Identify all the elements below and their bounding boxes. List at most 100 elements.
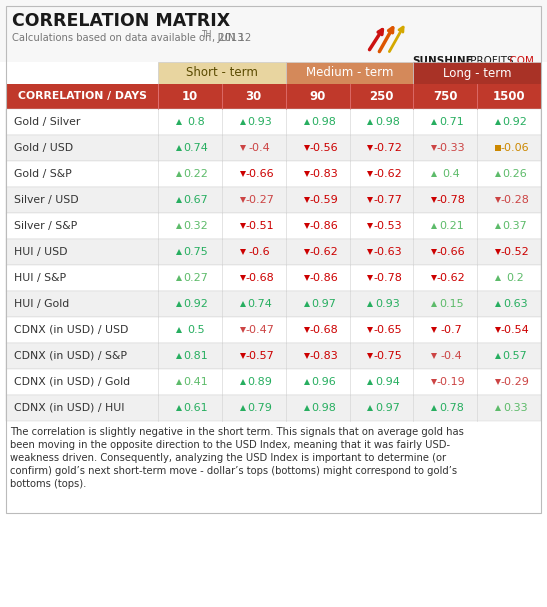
Text: -0.4: -0.4	[440, 351, 462, 361]
Text: -0.29: -0.29	[501, 377, 529, 387]
Bar	[6, 239, 541, 265]
Text: 0.22: 0.22	[183, 169, 208, 179]
Text: 0.94: 0.94	[375, 377, 400, 387]
Bar	[6, 135, 541, 161]
Text: 0.41: 0.41	[184, 377, 208, 387]
Text: -0.53: -0.53	[373, 221, 401, 231]
Text: 0.93: 0.93	[247, 117, 272, 127]
Text: 250: 250	[369, 90, 394, 103]
Text: TH: TH	[202, 30, 213, 39]
Bar	[6, 213, 541, 239]
Text: 0.63: 0.63	[503, 299, 527, 309]
Text: -0.72: -0.72	[373, 143, 402, 153]
Text: -0.62: -0.62	[437, 273, 465, 283]
Text: 30: 30	[246, 90, 262, 103]
Text: .COM: .COM	[507, 56, 535, 66]
Text: The correlation is slightly negative in the short term. This signals that on ave: The correlation is slightly negative in …	[10, 427, 464, 437]
Text: -0.7: -0.7	[440, 325, 462, 335]
Text: PROFITS: PROFITS	[467, 56, 514, 66]
Bar	[158, 62, 286, 84]
Text: 0.97: 0.97	[375, 403, 400, 413]
Text: 90: 90	[310, 90, 326, 103]
Bar	[0, 0, 547, 62]
Text: 0.92: 0.92	[183, 299, 208, 309]
Text: 0.5: 0.5	[187, 325, 205, 335]
Bar	[6, 187, 541, 213]
Bar	[6, 317, 541, 343]
Text: -0.4: -0.4	[249, 143, 271, 153]
Text: weakness driven. Consequently, analyzing the USD Index is important to determine: weakness driven. Consequently, analyzing…	[10, 453, 446, 463]
Text: 0.33: 0.33	[503, 403, 527, 413]
Text: Medium - term: Medium - term	[306, 67, 393, 80]
Text: -0.56: -0.56	[309, 143, 338, 153]
Text: -0.57: -0.57	[246, 351, 274, 361]
Text: HUI / S&P: HUI / S&P	[14, 273, 66, 283]
Text: 0.2: 0.2	[506, 273, 524, 283]
Text: -0.78: -0.78	[373, 273, 402, 283]
Text: Long - term: Long - term	[443, 67, 511, 80]
Bar	[286, 62, 414, 84]
Text: 10: 10	[182, 90, 198, 103]
Text: Silver / S&P: Silver / S&P	[14, 221, 77, 231]
Text: Gold / Silver: Gold / Silver	[14, 117, 80, 127]
Text: -0.06: -0.06	[501, 143, 529, 153]
Text: -0.77: -0.77	[373, 195, 402, 205]
Text: 0.26: 0.26	[503, 169, 527, 179]
Text: 0.75: 0.75	[184, 247, 208, 257]
Text: -0.19: -0.19	[437, 377, 465, 387]
Bar	[6, 6, 541, 513]
Text: Gold / S&P: Gold / S&P	[14, 169, 72, 179]
Text: 0.21: 0.21	[439, 221, 464, 231]
Bar	[6, 109, 541, 135]
Text: -0.52: -0.52	[501, 247, 529, 257]
Text: -0.75: -0.75	[373, 351, 402, 361]
Text: -0.86: -0.86	[309, 273, 338, 283]
Text: -0.66: -0.66	[437, 247, 465, 257]
Text: CORRELATION / DAYS: CORRELATION / DAYS	[18, 92, 147, 101]
Text: confirm) gold’s next short-term move - dollar’s tops (bottoms) might correspond : confirm) gold’s next short-term move - d…	[10, 466, 457, 476]
Text: 0.92: 0.92	[503, 117, 527, 127]
Bar	[6, 161, 541, 187]
Text: 0.4: 0.4	[443, 169, 460, 179]
Bar	[6, 343, 541, 369]
Text: 0.32: 0.32	[184, 221, 208, 231]
Text: Short - term: Short - term	[186, 67, 258, 80]
Bar	[6, 291, 541, 317]
Text: -0.6: -0.6	[249, 247, 271, 257]
Text: 0.93: 0.93	[375, 299, 400, 309]
Text: 0.15: 0.15	[439, 299, 463, 309]
Text: CDNX (in USD) / S&P: CDNX (in USD) / S&P	[14, 351, 127, 361]
Text: bottoms (tops).: bottoms (tops).	[10, 479, 86, 489]
Text: 0.89: 0.89	[247, 377, 272, 387]
Text: 0.98: 0.98	[375, 117, 400, 127]
Text: -0.51: -0.51	[246, 221, 274, 231]
Text: HUI / Gold: HUI / Gold	[14, 299, 69, 309]
Text: 0.79: 0.79	[247, 403, 272, 413]
Text: 750: 750	[433, 90, 457, 103]
Text: -0.86: -0.86	[309, 221, 338, 231]
Text: -0.54: -0.54	[501, 325, 529, 335]
Text: 0.74: 0.74	[183, 143, 208, 153]
Text: -0.62: -0.62	[309, 247, 338, 257]
Text: -0.65: -0.65	[373, 325, 401, 335]
Text: 0.78: 0.78	[439, 403, 464, 413]
Text: -0.33: -0.33	[437, 143, 465, 153]
Text: 0.98: 0.98	[311, 117, 336, 127]
Text: HUI / USD: HUI / USD	[14, 247, 67, 257]
Text: 0.98: 0.98	[311, 403, 336, 413]
Text: -0.62: -0.62	[373, 169, 402, 179]
Text: 0.96: 0.96	[311, 377, 336, 387]
Text: 0.61: 0.61	[184, 403, 208, 413]
Text: CDNX (in USD) / USD: CDNX (in USD) / USD	[14, 325, 129, 335]
Text: CDNX (in USD) / HUI: CDNX (in USD) / HUI	[14, 403, 125, 413]
Text: Silver / USD: Silver / USD	[14, 195, 79, 205]
Bar	[6, 369, 541, 395]
Text: 1500: 1500	[493, 90, 526, 103]
Bar	[6, 265, 541, 291]
Text: been moving in the opposite direction to the USD Index, meaning that it was fair: been moving in the opposite direction to…	[10, 440, 450, 450]
Text: 0.71: 0.71	[439, 117, 464, 127]
Text: Calculations based on data available on  JUN 12: Calculations based on data available on …	[12, 33, 251, 43]
Text: SUNSHINE: SUNSHINE	[412, 56, 473, 66]
Bar	[6, 84, 541, 109]
Text: , 2013: , 2013	[212, 33, 244, 43]
